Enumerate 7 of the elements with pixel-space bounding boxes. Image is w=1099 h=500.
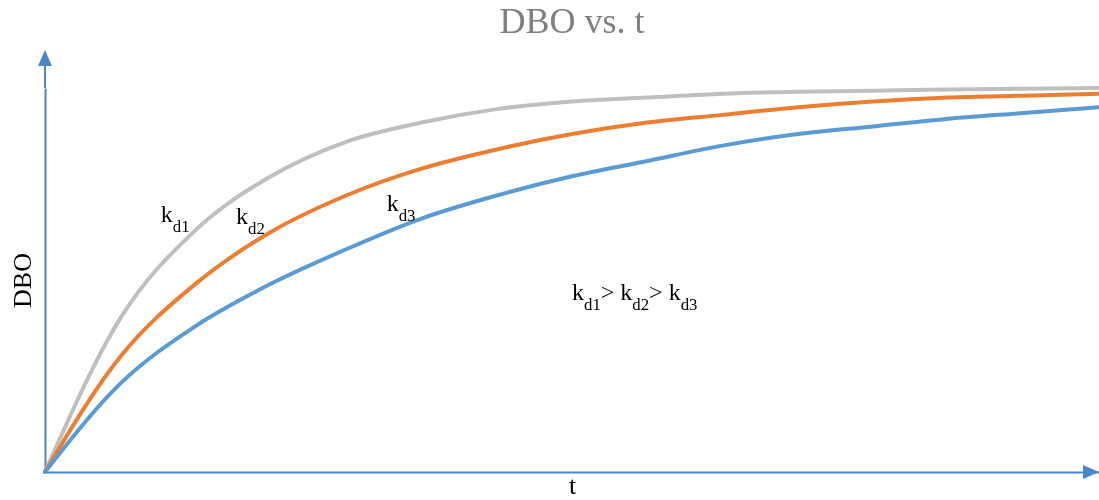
series-label: k$_{d1}$ bbox=[160, 201, 190, 236]
annotation: k$_{d1}$> k$_{d2}$> k$_{d3}$ bbox=[572, 278, 698, 314]
series-label: k$_{d3}$ bbox=[386, 189, 416, 225]
x-axis-title: t bbox=[568, 470, 577, 500]
series-label: k$_{d2}$ bbox=[236, 203, 265, 238]
y-axis-title: DBO bbox=[7, 253, 37, 308]
chart-title: DBO vs. t bbox=[499, 1, 645, 41]
